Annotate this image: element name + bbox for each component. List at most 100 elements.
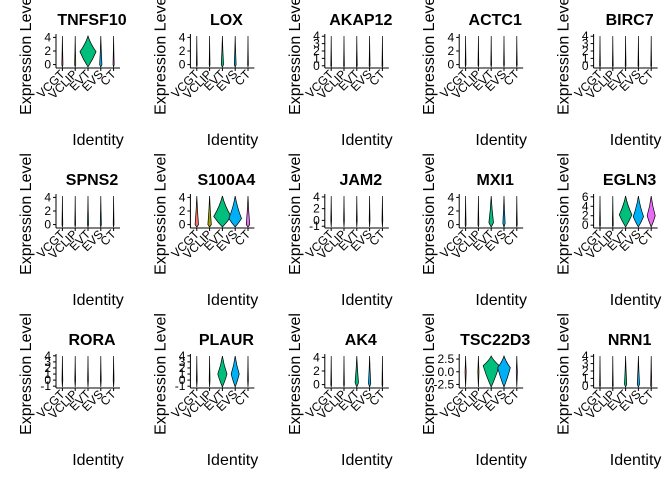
x-axis-label: Identity: [207, 292, 259, 309]
y-axis-label: Expression Level: [18, 153, 35, 275]
violin-vclip: [477, 355, 480, 388]
y-axis-label: Expression Level: [556, 313, 573, 435]
x-axis-label: Identity: [341, 292, 393, 309]
y-tick-label: 0: [582, 379, 589, 393]
y-tick-label: -2.5: [434, 377, 455, 391]
y-tick-label: 0: [582, 218, 589, 232]
x-axis-label: Identity: [610, 292, 662, 309]
y-axis-label: Expression Level: [152, 0, 169, 115]
violin-vclip: [343, 35, 345, 68]
y-axis-label: Expression Level: [421, 153, 438, 275]
y-axis-label: Expression Level: [287, 0, 304, 115]
y-tick-label: 0.0: [438, 365, 455, 379]
y-tick-label: 4: [179, 190, 186, 204]
y-tick-label: 2: [44, 44, 51, 58]
violin-vclip: [343, 355, 345, 388]
y-tick-label: 2: [313, 202, 320, 216]
y-tick-label: 6: [582, 190, 589, 204]
y-tick-label: 4: [448, 30, 455, 44]
y-tick-label: 4: [179, 349, 186, 363]
violin-evt: [356, 195, 358, 228]
y-tick-label: 0: [313, 378, 320, 392]
violin-vcgt: [599, 355, 601, 388]
violin-vcgt: [464, 355, 467, 388]
y-tick-label: 1: [582, 51, 589, 65]
violin-vclip: [74, 355, 76, 388]
y-tick-label: 2: [44, 204, 51, 218]
violin-evt: [213, 195, 232, 228]
y-tick-label: 4: [582, 29, 589, 43]
y-axis-label: Expression Level: [152, 153, 169, 275]
violin-ct: [650, 35, 652, 68]
violin-evs: [503, 35, 505, 68]
violin-ct: [247, 35, 249, 68]
y-tick-label: -1: [40, 379, 51, 393]
y-tick-label: 4: [44, 349, 51, 363]
violin-vclip: [74, 35, 77, 69]
panel-title: BIRC7: [606, 12, 654, 29]
x-axis-label: Identity: [475, 292, 527, 309]
y-tick-label: 2: [313, 364, 320, 378]
panel-title: S100A4: [197, 172, 255, 189]
y-tick-label: 2: [582, 364, 589, 378]
x-axis-label: Identity: [207, 132, 259, 149]
violin-ct: [245, 195, 251, 228]
y-tick-label: 2: [44, 361, 51, 375]
y-tick-label: 4: [582, 349, 589, 363]
violin-evs: [99, 195, 102, 229]
y-tick-label: 3: [582, 37, 589, 51]
violin-evs: [368, 195, 371, 228]
violin-vcgt: [196, 355, 198, 388]
y-axis-label: Expression Level: [556, 0, 573, 115]
y-tick-label: 0: [448, 218, 455, 232]
y-axis-label: Expression Level: [287, 313, 304, 435]
panel-title: AKAP12: [329, 12, 392, 29]
y-axis-label: Expression Level: [421, 0, 438, 115]
violin-vcgt: [330, 35, 332, 68]
violin-evs: [233, 35, 237, 68]
y-tick-label: 0: [179, 373, 186, 387]
panel-title: TSC22D3: [460, 332, 530, 349]
violin-ct: [247, 355, 249, 388]
y-tick-label: 2: [179, 204, 186, 218]
panel-title: TNFSF10: [57, 12, 126, 29]
violin-evs: [368, 35, 371, 68]
y-tick-label: 1: [44, 367, 51, 381]
y-tick-label: 0: [44, 218, 51, 232]
y-tick-label: 2: [582, 44, 589, 58]
violin-vcgt: [61, 195, 64, 228]
violin-evt: [355, 35, 358, 68]
y-tick-label: 0: [582, 59, 589, 73]
violin-vclip: [208, 355, 211, 388]
violin-vclip: [207, 195, 212, 228]
y-tick-label: 2: [448, 204, 455, 218]
y-tick-label: 4: [313, 190, 320, 204]
violin-evt: [490, 35, 492, 68]
y-tick-label: 0: [44, 373, 51, 387]
x-axis-label: Identity: [475, 452, 527, 469]
y-tick-label: -1: [175, 379, 186, 393]
violin-ct: [381, 355, 384, 388]
violin-evt: [79, 34, 97, 68]
violin-vcgt: [330, 195, 332, 228]
violin-vcgt: [464, 35, 467, 68]
violin-vclip: [612, 35, 614, 68]
x-axis-label: Identity: [207, 452, 259, 469]
y-tick-label: 1: [582, 371, 589, 385]
violin-evt: [488, 195, 494, 228]
panel-title: EGLN3: [603, 172, 656, 189]
violin-evt: [87, 355, 89, 388]
violin-evs: [99, 35, 103, 68]
violin-evt: [482, 355, 500, 388]
y-tick-label: 2: [313, 44, 320, 58]
y-tick-label: 2: [179, 44, 186, 58]
panel-title: PLAUR: [199, 332, 255, 349]
violin-evt: [354, 355, 359, 388]
violin-evt: [618, 195, 633, 228]
violin-vclip: [343, 195, 345, 228]
violin-vcgt: [464, 195, 467, 228]
